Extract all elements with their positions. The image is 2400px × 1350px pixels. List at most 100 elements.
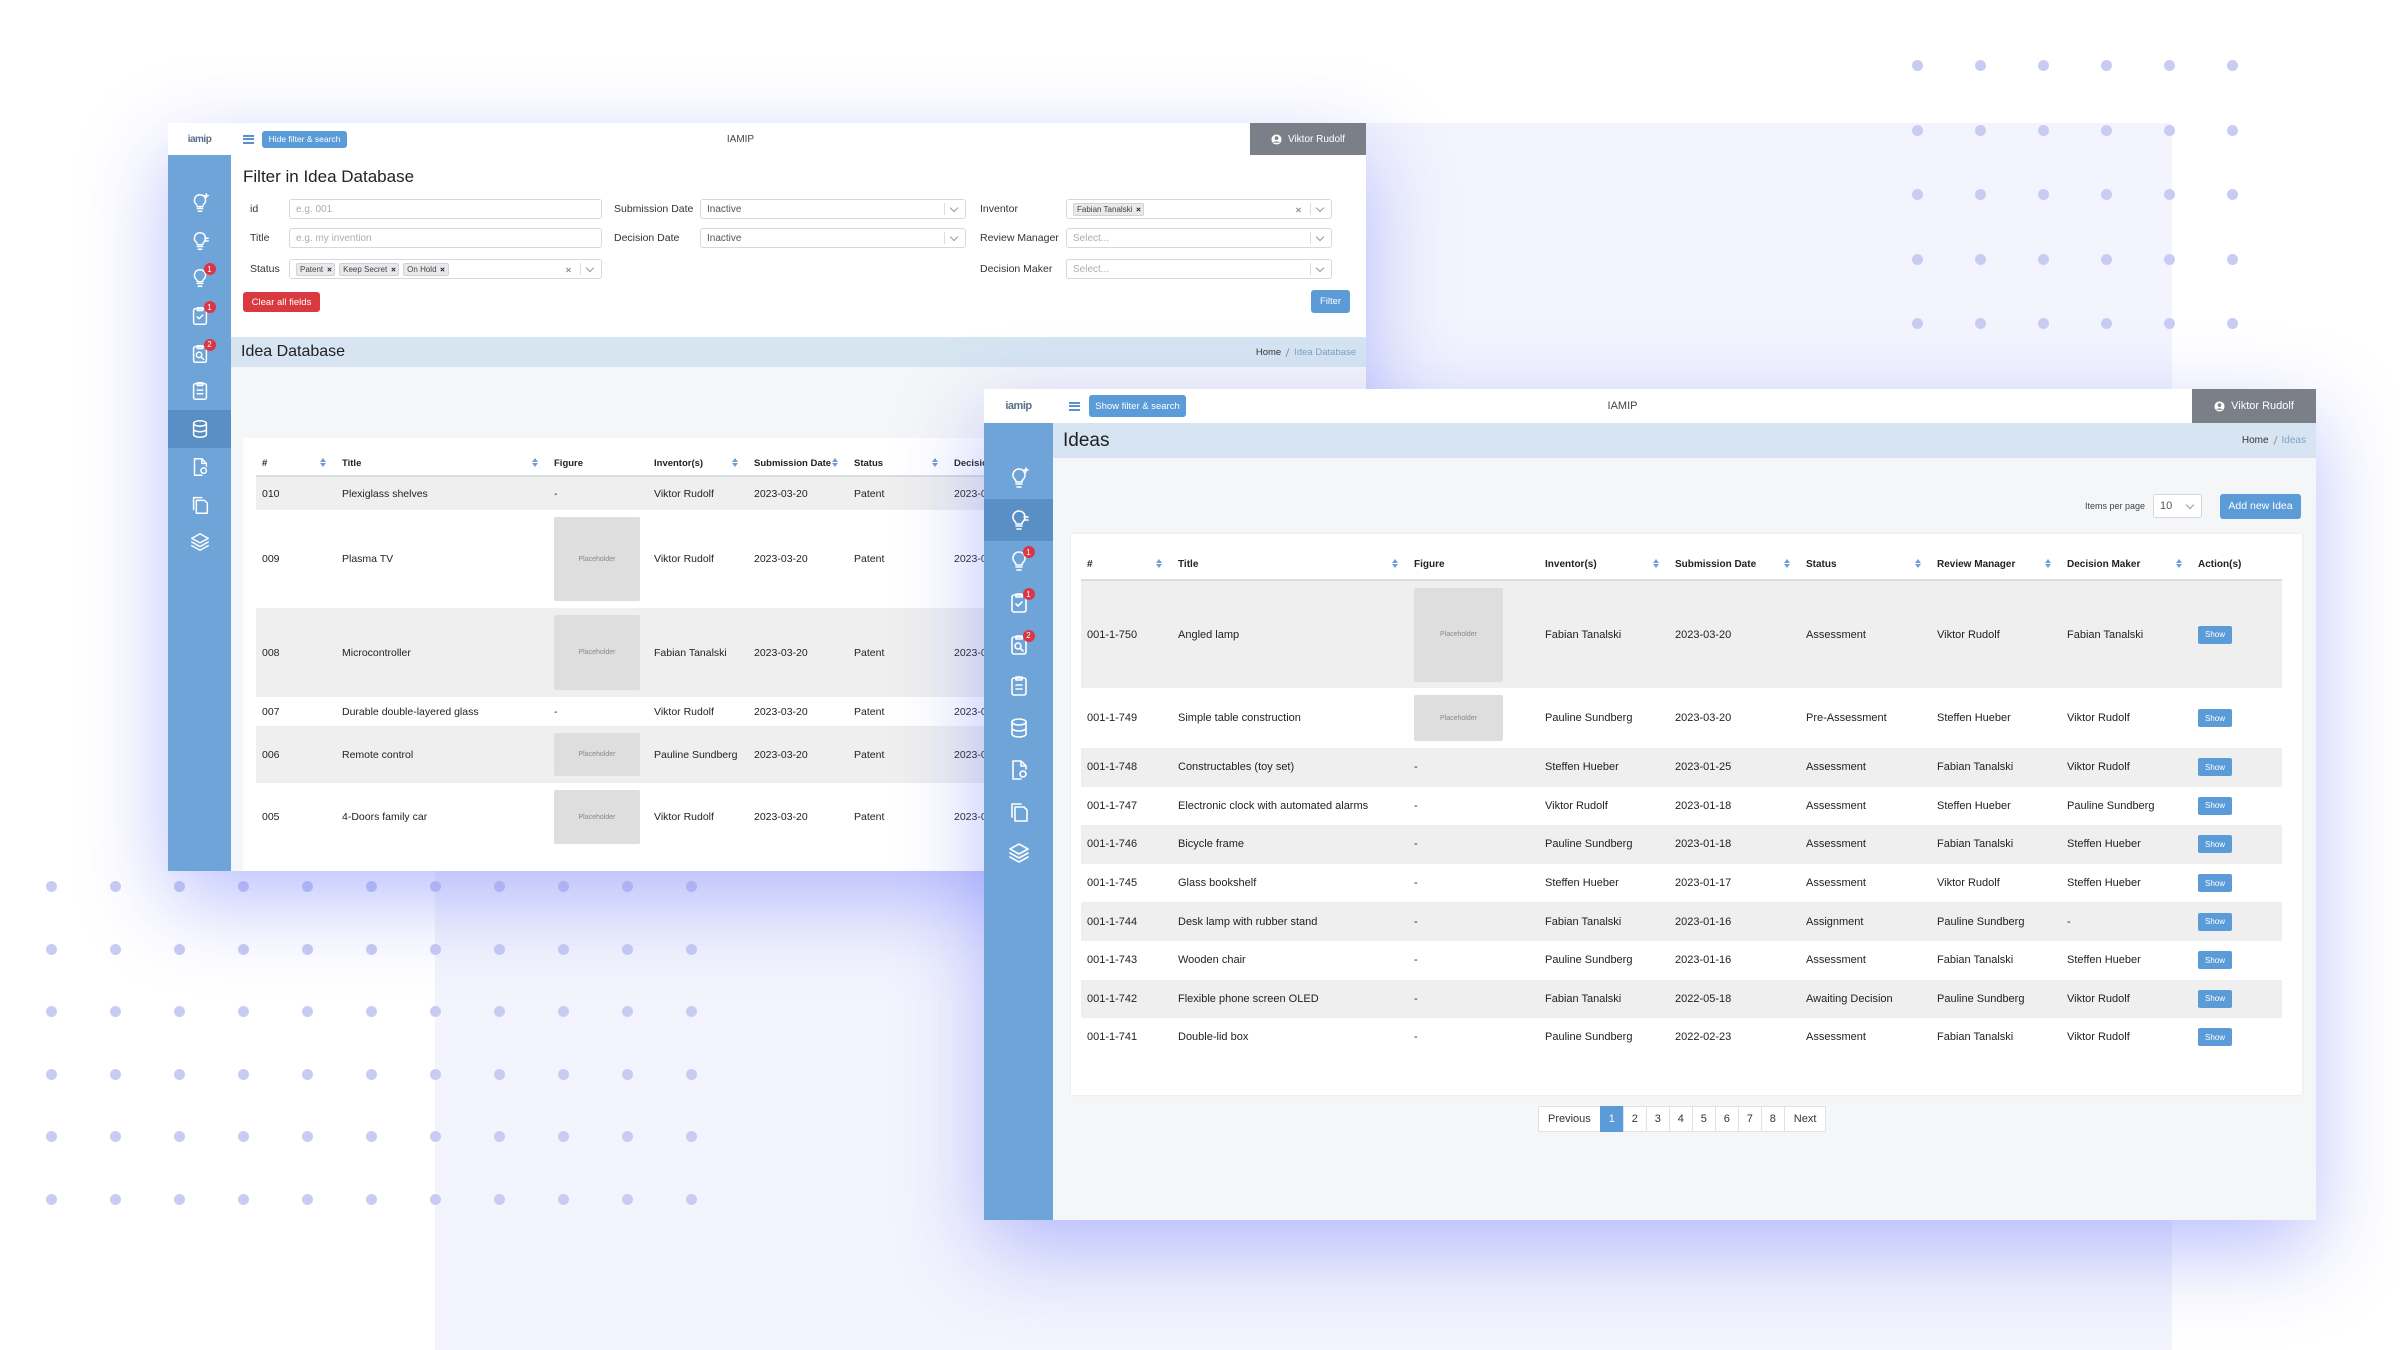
dropdown-arrow[interactable] bbox=[949, 203, 959, 213]
dropdown-arrow[interactable] bbox=[1315, 232, 1325, 242]
user-menu[interactable]: Viktor Rudolf bbox=[1250, 123, 1366, 155]
column-header[interactable]: # bbox=[256, 450, 336, 477]
sidebar-item[interactable]: 1 bbox=[168, 297, 231, 335]
chip-remove[interactable] bbox=[440, 267, 445, 272]
page-link[interactable]: 4 bbox=[1668, 1106, 1693, 1132]
chip-remove[interactable] bbox=[1135, 207, 1140, 212]
sidebar-item[interactable] bbox=[168, 184, 231, 222]
sidebar-item[interactable]: 1 bbox=[984, 541, 1053, 583]
figure-placeholder[interactable]: Placeholder bbox=[554, 517, 640, 601]
column-header[interactable]: Review Manager bbox=[1931, 548, 2061, 581]
sort-icon[interactable] bbox=[320, 457, 326, 467]
page-link[interactable]: 3 bbox=[1645, 1106, 1670, 1132]
sidebar-item[interactable]: 2 bbox=[168, 335, 231, 373]
toggle-filter-button[interactable]: Hide filter & search bbox=[262, 130, 347, 148]
sidebar-item[interactable] bbox=[168, 373, 231, 411]
sort-icon[interactable] bbox=[1653, 558, 1659, 568]
show-button[interactable]: Show bbox=[2198, 796, 2232, 815]
sidebar-item[interactable] bbox=[168, 410, 231, 449]
user-menu[interactable]: Viktor Rudolf bbox=[2192, 389, 2316, 423]
sidebar-item[interactable] bbox=[168, 448, 231, 486]
column-header[interactable]: Decision Maker bbox=[2061, 548, 2192, 581]
column-header[interactable]: Inventor(s) bbox=[1539, 548, 1669, 581]
sort-icon[interactable] bbox=[1392, 558, 1398, 568]
toggle-filter-button[interactable]: Show filter & search bbox=[1089, 395, 1186, 417]
clear-icon[interactable] bbox=[565, 267, 571, 273]
next-page[interactable]: Next bbox=[1783, 1106, 1827, 1132]
show-button[interactable]: Show bbox=[2198, 1028, 2232, 1047]
sort-icon[interactable] bbox=[1915, 558, 1921, 568]
sort-icon[interactable] bbox=[932, 457, 938, 467]
column-header[interactable]: # bbox=[1081, 548, 1172, 581]
column-header[interactable]: Status bbox=[848, 450, 948, 477]
sidebar-item[interactable] bbox=[984, 498, 1053, 541]
filter-input[interactable]: Select... bbox=[1066, 259, 1332, 279]
filter-chip[interactable]: Patent bbox=[296, 262, 336, 276]
previous-page[interactable]: Previous bbox=[1538, 1106, 1601, 1132]
clear-icon[interactable] bbox=[1295, 207, 1301, 213]
filter-input[interactable]: Fabian Tanalski bbox=[1066, 199, 1332, 219]
dropdown-arrow[interactable] bbox=[1315, 263, 1325, 273]
sidebar-item[interactable]: 2 bbox=[984, 624, 1053, 666]
dropdown-arrow[interactable] bbox=[949, 232, 959, 242]
sort-icon[interactable] bbox=[2045, 558, 2051, 568]
dropdown-arrow[interactable] bbox=[585, 263, 595, 273]
figure-placeholder[interactable]: Placeholder bbox=[1414, 587, 1503, 682]
show-button[interactable]: Show bbox=[2198, 758, 2232, 777]
show-button[interactable]: Show bbox=[2198, 912, 2232, 931]
page-link[interactable]: 7 bbox=[1737, 1106, 1762, 1132]
sidebar-item[interactable]: 1 bbox=[984, 582, 1053, 624]
figure-placeholder[interactable]: Placeholder bbox=[554, 615, 640, 690]
column-header[interactable]: Title bbox=[1172, 548, 1408, 581]
show-button[interactable]: Show bbox=[2198, 951, 2232, 970]
sort-icon[interactable] bbox=[2176, 558, 2182, 568]
filter-chip[interactable]: Keep Secret bbox=[339, 262, 400, 276]
sort-icon[interactable] bbox=[1156, 558, 1162, 568]
sidebar-item[interactable] bbox=[984, 666, 1053, 708]
add-idea-button[interactable]: Add new Idea bbox=[2220, 493, 2301, 519]
page-link[interactable]: 5 bbox=[1691, 1106, 1716, 1132]
menu-icon[interactable] bbox=[1069, 401, 1080, 411]
page-link[interactable]: 6 bbox=[1714, 1106, 1739, 1132]
sort-icon[interactable] bbox=[532, 457, 538, 467]
sidebar-item[interactable] bbox=[984, 707, 1053, 749]
filter-input[interactable]: Inactive bbox=[700, 199, 966, 219]
filter-input[interactable]: e.g. my invention bbox=[289, 228, 602, 248]
page-link[interactable]: 1 bbox=[1599, 1106, 1624, 1132]
sidebar-item[interactable] bbox=[984, 832, 1053, 874]
show-button[interactable]: Show bbox=[2198, 835, 2232, 854]
figure-placeholder[interactable]: Placeholder bbox=[554, 790, 640, 844]
filter-input[interactable]: Inactive bbox=[700, 228, 966, 248]
column-header[interactable]: Title bbox=[336, 450, 548, 477]
logo[interactable]: iamip bbox=[1005, 400, 1032, 412]
logo[interactable]: iamip bbox=[187, 133, 212, 145]
menu-icon[interactable] bbox=[243, 134, 254, 144]
filter-chip[interactable]: On Hold bbox=[403, 262, 449, 276]
filter-input[interactable]: Patent Keep Secret On Hold bbox=[289, 259, 602, 279]
show-button[interactable]: Show bbox=[2198, 989, 2232, 1008]
dropdown-arrow[interactable] bbox=[1315, 203, 1325, 213]
sidebar-item[interactable] bbox=[168, 222, 231, 260]
breadcrumb-item[interactable]: Home bbox=[2241, 435, 2269, 446]
sort-icon[interactable] bbox=[832, 457, 838, 467]
filter-input[interactable]: e.g. 001 bbox=[289, 199, 602, 219]
breadcrumb-item[interactable]: Home bbox=[1255, 346, 1282, 358]
show-button[interactable]: Show bbox=[2198, 625, 2232, 644]
items-per-page-select[interactable]: 10 bbox=[2153, 494, 2202, 518]
sidebar-item[interactable] bbox=[984, 791, 1053, 833]
column-header[interactable]: Submission Date bbox=[1669, 548, 1800, 581]
sidebar-item[interactable] bbox=[168, 523, 231, 561]
column-header[interactable]: Submission Date bbox=[748, 450, 848, 477]
sidebar-item[interactable]: 1 bbox=[168, 260, 231, 298]
chip-remove[interactable] bbox=[390, 267, 395, 272]
figure-placeholder[interactable]: Placeholder bbox=[554, 733, 640, 776]
page-link[interactable]: 8 bbox=[1760, 1106, 1785, 1132]
page-link[interactable]: 2 bbox=[1622, 1106, 1647, 1132]
sidebar-item[interactable] bbox=[168, 486, 231, 524]
filter-button[interactable]: Filter bbox=[1311, 290, 1350, 313]
sort-icon[interactable] bbox=[1784, 558, 1790, 568]
show-button[interactable]: Show bbox=[2198, 709, 2232, 727]
column-header[interactable]: Status bbox=[1800, 548, 1931, 581]
show-button[interactable]: Show bbox=[2198, 874, 2232, 893]
clear-button[interactable]: Clear all fields bbox=[243, 292, 320, 312]
